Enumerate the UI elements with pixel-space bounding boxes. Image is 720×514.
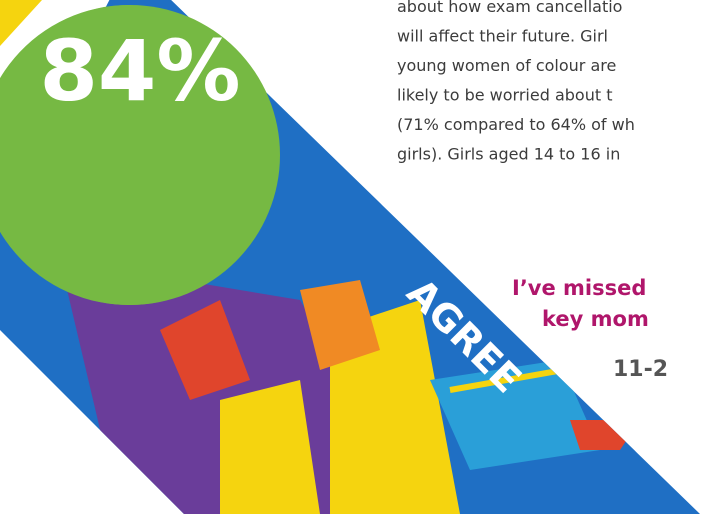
page: {"stat": {"value": "84%", "label": "AGRE… — [0, 0, 720, 514]
stat-value: 84% — [39, 22, 240, 120]
paragraph-line: (71% compared to 64% of wh — [397, 115, 635, 134]
paragraph-line: about how exam cancellatio — [397, 0, 622, 16]
paragraph-line: will affect their future. Girl — [397, 27, 608, 46]
quote-line: key mom — [542, 307, 649, 331]
age-range: 11-2 — [613, 357, 668, 382]
infographic: 84% AGREE about how exam cancellatiowill… — [0, 0, 720, 514]
quote-line: I’ve missed — [512, 276, 646, 300]
paragraph-line: young women of colour are — [397, 56, 616, 75]
paragraph: about how exam cancellatio will affect th… — [397, 0, 635, 164]
paragraph-line: girls). Girls aged 14 to 16 in — [397, 145, 620, 164]
paragraph-line: likely to be worried about t — [397, 86, 612, 105]
